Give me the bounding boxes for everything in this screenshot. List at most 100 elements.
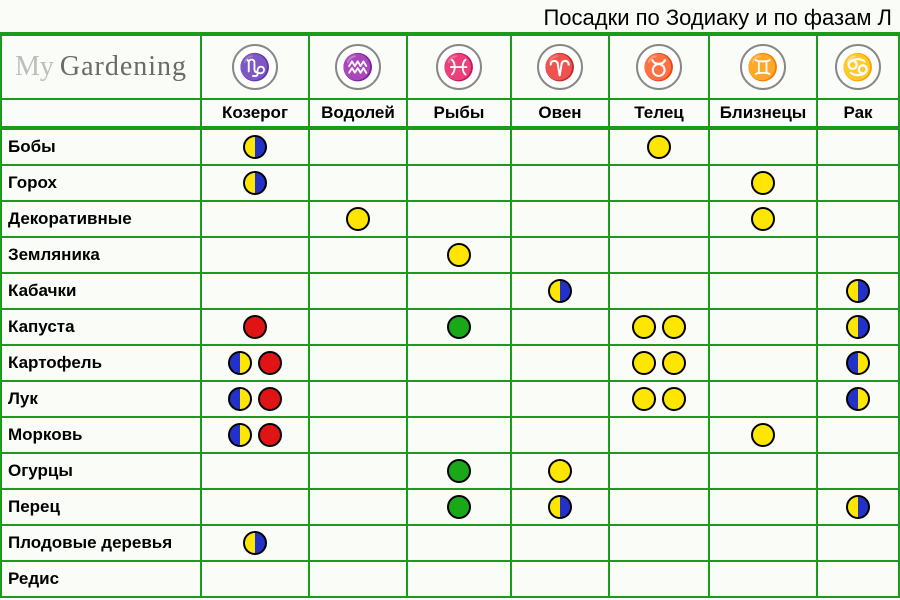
- data-cell: [408, 382, 512, 418]
- moon-waning-icon: [846, 315, 870, 339]
- moon-waning-icon: [846, 279, 870, 303]
- data-cell: [610, 346, 710, 382]
- zodiac-planting-grid: MyGardening♑♒♓♈♉♊♋КозерогВодолейРыбыОвен…: [0, 36, 900, 598]
- column-header-capricorn: Козерог: [202, 100, 310, 130]
- cancer-icon: ♋: [835, 44, 881, 90]
- moon-full-icon: [751, 207, 775, 231]
- moon-waning-icon: [243, 171, 267, 195]
- data-cell: [408, 346, 512, 382]
- data-cell: [408, 166, 512, 202]
- data-cell: [310, 454, 408, 490]
- data-cell: [818, 166, 900, 202]
- data-cell: [610, 274, 710, 310]
- data-cell: [512, 418, 610, 454]
- row-label: Земляника: [0, 238, 202, 274]
- data-cell: [310, 382, 408, 418]
- moon-full-icon: [346, 207, 370, 231]
- data-cell: [512, 454, 610, 490]
- data-cell: [610, 562, 710, 598]
- moon-full-icon: [647, 135, 671, 159]
- app-logo: MyGardening: [0, 36, 202, 100]
- data-cell: [818, 274, 900, 310]
- data-cell: [710, 130, 818, 166]
- data-cell: [408, 238, 512, 274]
- row-label: Перец: [0, 490, 202, 526]
- row-label: Лук: [0, 382, 202, 418]
- column-header-taurus: Телец: [610, 100, 710, 130]
- data-cell: [408, 454, 512, 490]
- moon-waning-icon: [548, 279, 572, 303]
- data-cell: [512, 490, 610, 526]
- data-cell: [710, 310, 818, 346]
- moon-waxing-icon: [228, 423, 252, 447]
- moon-waning-icon: [243, 135, 267, 159]
- data-cell: [710, 382, 818, 418]
- data-cell: [610, 382, 710, 418]
- moon-green-icon: [447, 315, 471, 339]
- data-cell: [818, 454, 900, 490]
- data-cell: [310, 418, 408, 454]
- data-cell: [512, 202, 610, 238]
- data-cell: [610, 454, 710, 490]
- moon-waning-icon: [243, 531, 267, 555]
- moon-waxing-icon: [228, 387, 252, 411]
- data-cell: [202, 418, 310, 454]
- data-cell: [818, 526, 900, 562]
- data-cell: [512, 166, 610, 202]
- data-cell: [512, 130, 610, 166]
- moon-full-icon: [632, 387, 656, 411]
- data-cell: [310, 562, 408, 598]
- zodiac-icon-gemini: ♊: [710, 36, 818, 100]
- data-cell: [610, 490, 710, 526]
- data-cell: [610, 238, 710, 274]
- data-cell: [310, 526, 408, 562]
- data-cell: [310, 346, 408, 382]
- data-cell: [710, 238, 818, 274]
- moon-full-icon: [662, 315, 686, 339]
- data-cell: [818, 130, 900, 166]
- moon-waning-icon: [846, 495, 870, 519]
- moon-red-icon: [243, 315, 267, 339]
- header-blank: [0, 100, 202, 130]
- moon-green-icon: [447, 495, 471, 519]
- zodiac-icon-cancer: ♋: [818, 36, 900, 100]
- column-header-cancer: Рак: [818, 100, 900, 130]
- zodiac-icon-pisces: ♓: [408, 36, 512, 100]
- data-cell: [202, 202, 310, 238]
- row-label: Капуста: [0, 310, 202, 346]
- column-header-pisces: Рыбы: [408, 100, 512, 130]
- data-cell: [710, 166, 818, 202]
- data-cell: [202, 130, 310, 166]
- data-cell: [202, 526, 310, 562]
- data-cell: [512, 562, 610, 598]
- data-cell: [202, 562, 310, 598]
- capricorn-icon: ♑: [232, 44, 278, 90]
- zodiac-icon-aries: ♈: [512, 36, 610, 100]
- gemini-icon: ♊: [740, 44, 786, 90]
- data-cell: [202, 274, 310, 310]
- row-label: Горох: [0, 166, 202, 202]
- data-cell: [202, 454, 310, 490]
- data-cell: [818, 202, 900, 238]
- page-title: Посадки по Зодиаку и по фазам Л: [0, 0, 900, 36]
- data-cell: [710, 418, 818, 454]
- data-cell: [710, 346, 818, 382]
- data-cell: [310, 202, 408, 238]
- data-cell: [512, 526, 610, 562]
- moon-red-icon: [258, 387, 282, 411]
- data-cell: [610, 310, 710, 346]
- data-cell: [512, 382, 610, 418]
- moon-full-icon: [632, 351, 656, 375]
- moon-full-icon: [447, 243, 471, 267]
- data-cell: [818, 310, 900, 346]
- moon-waxing-icon: [846, 351, 870, 375]
- moon-green-icon: [447, 459, 471, 483]
- moon-red-icon: [258, 351, 282, 375]
- row-label: Картофель: [0, 346, 202, 382]
- data-cell: [202, 490, 310, 526]
- data-cell: [408, 274, 512, 310]
- data-cell: [408, 490, 512, 526]
- data-cell: [408, 526, 512, 562]
- data-cell: [610, 526, 710, 562]
- data-cell: [710, 274, 818, 310]
